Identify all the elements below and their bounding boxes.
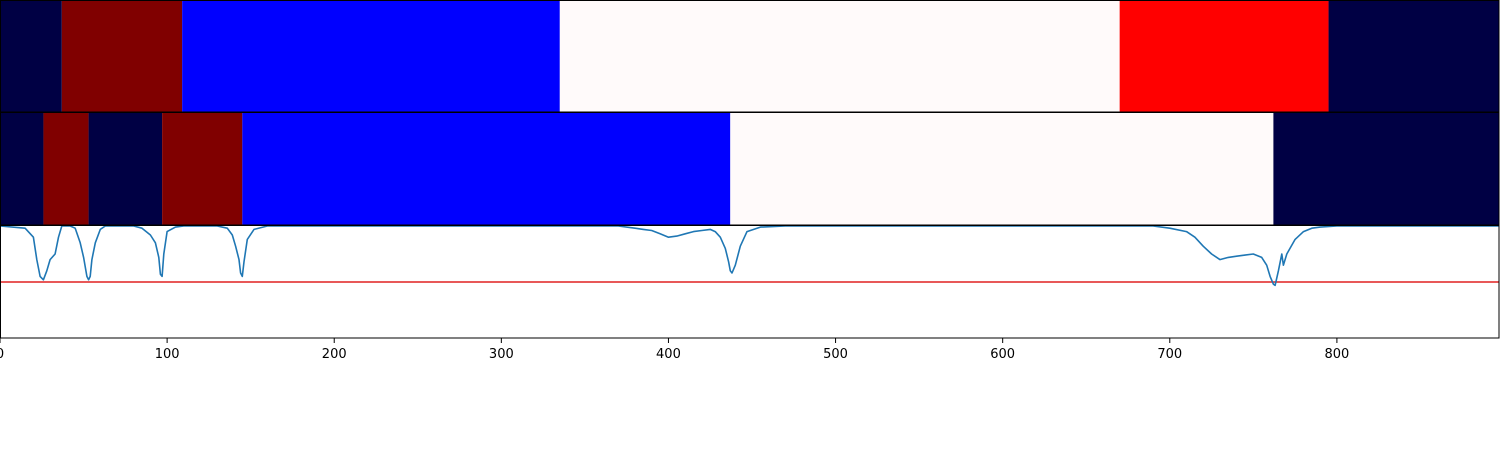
segment-2-3: [162, 113, 243, 225]
x-tick-label: 800: [1324, 347, 1349, 362]
segment-2-2: [88, 113, 163, 225]
segment-2-5: [730, 113, 1274, 225]
segment-1-4: [1119, 1, 1329, 112]
segmentation-track-2: [0, 113, 1499, 225]
x-axis: 0 100 200 300 400 500 600 700 800: [0, 338, 1349, 362]
x-tick-label: 400: [656, 347, 681, 362]
boundary-probability-line: [0, 226, 1499, 287]
segment-2-4: [242, 113, 731, 225]
segment-1-5: [1328, 1, 1499, 112]
x-tick-label: 200: [322, 347, 347, 362]
x-tick-label: 0: [0, 347, 4, 362]
segmentation-track-1: [0, 1, 1499, 112]
panel-frame-3: [0, 225, 1500, 339]
segment-2-6: [1273, 113, 1499, 225]
x-tick-label: 500: [823, 347, 848, 362]
x-tick-label: 600: [990, 347, 1015, 362]
segment-1-0: [0, 1, 62, 112]
segment-1-3: [559, 1, 1120, 112]
x-tick-label: 700: [1157, 347, 1182, 362]
segment-2-0: [0, 113, 44, 225]
segment-2-1: [43, 113, 89, 225]
segment-1-1: [61, 1, 183, 112]
panel-frames: [0, 0, 1500, 339]
x-tick-label: 100: [155, 347, 180, 362]
boundary-probability-panel: [0, 226, 1499, 287]
segment-1-2: [182, 1, 560, 112]
x-tick-label: 300: [489, 347, 514, 362]
